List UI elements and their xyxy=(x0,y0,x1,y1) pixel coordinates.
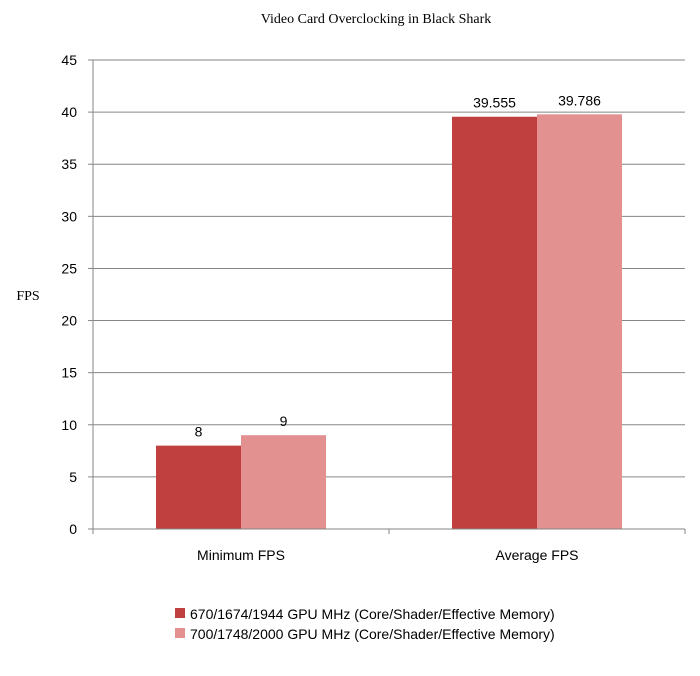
y-tick-labels: 0 5 10 15 20 25 30 35 40 45 xyxy=(61,52,77,537)
y-tick-label: 45 xyxy=(61,52,77,68)
data-label: 39.786 xyxy=(558,92,601,108)
legend: 670/1674/1944 GPU MHz (Core/Shader/Effec… xyxy=(175,606,555,642)
y-tick-label: 35 xyxy=(61,156,77,172)
data-labels: 8 9 39.555 39.786 xyxy=(195,92,602,439)
data-label: 9 xyxy=(280,413,288,429)
y-tick-label: 40 xyxy=(61,104,77,120)
y-axis-label: FPS xyxy=(16,289,39,304)
data-label: 8 xyxy=(195,424,203,440)
legend-label: 700/1748/2000 GPU MHz (Core/Shader/Effec… xyxy=(190,626,555,642)
legend-swatch xyxy=(175,628,185,638)
x-tick-labels: Minimum FPS Average FPS xyxy=(197,547,578,563)
y-tick-label: 25 xyxy=(61,260,77,276)
bar xyxy=(241,435,326,529)
x-tick-label: Average FPS xyxy=(495,547,578,563)
y-tick-label: 0 xyxy=(69,521,77,537)
y-tick-label: 20 xyxy=(61,313,77,329)
bar xyxy=(156,445,241,529)
y-tick-label: 10 xyxy=(61,417,77,433)
bar xyxy=(452,116,537,530)
x-tick-label: Minimum FPS xyxy=(197,547,285,563)
y-tick-label: 15 xyxy=(61,365,77,381)
bar xyxy=(537,114,622,530)
chart-title: Video Card Overclocking in Black Shark xyxy=(261,12,492,27)
axes xyxy=(92,60,686,534)
y-tick-label: 30 xyxy=(61,208,77,224)
y-tick-label: 5 xyxy=(69,469,77,485)
legend-swatch xyxy=(175,608,185,618)
bars xyxy=(156,114,622,530)
data-label: 39.555 xyxy=(473,95,516,111)
legend-label: 670/1674/1944 GPU MHz (Core/Shader/Effec… xyxy=(190,606,555,622)
